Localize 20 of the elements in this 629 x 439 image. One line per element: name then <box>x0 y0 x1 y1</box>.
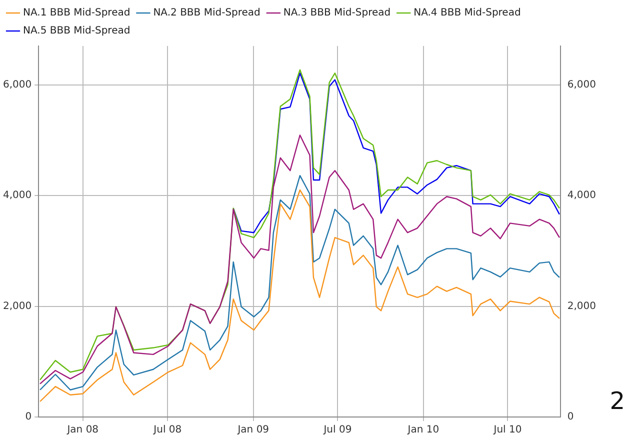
y2-tick-label: 0 <box>567 412 574 423</box>
y-tick-label: 6,000 <box>2 79 32 90</box>
x-tick-label: Jan 10 <box>406 424 440 436</box>
x-tick-label: Jul 10 <box>492 424 522 436</box>
y-tick-label: 0 <box>25 412 32 423</box>
y2-tick-label: 4,000 <box>567 190 596 202</box>
legend-label: NA.5 BBB Mid-Spread <box>23 26 130 37</box>
text: 2 <box>610 387 625 415</box>
legend-label: NA.1 BBB Mid-Spread <box>23 8 130 19</box>
legend-label: NA.3 BBB Mid-Spread <box>283 8 391 19</box>
x-tick-label: Jan 08 <box>66 424 99 436</box>
y-tick-label: 2,000 <box>2 300 32 312</box>
x-tick-label: Jul 09 <box>322 424 352 436</box>
legend-label: NA.2 BBB Mid-Spread <box>153 8 260 19</box>
y2-tick-label: 2,000 <box>567 300 596 312</box>
x-tick-label: Jan 09 <box>236 424 270 436</box>
y-tick-label: 4,000 <box>2 190 32 202</box>
y2-tick-label: 6,000 <box>567 79 596 90</box>
x-tick-label: Jul 08 <box>152 424 182 436</box>
legend-label: NA.4 BBB Mid-Spread <box>414 8 521 19</box>
